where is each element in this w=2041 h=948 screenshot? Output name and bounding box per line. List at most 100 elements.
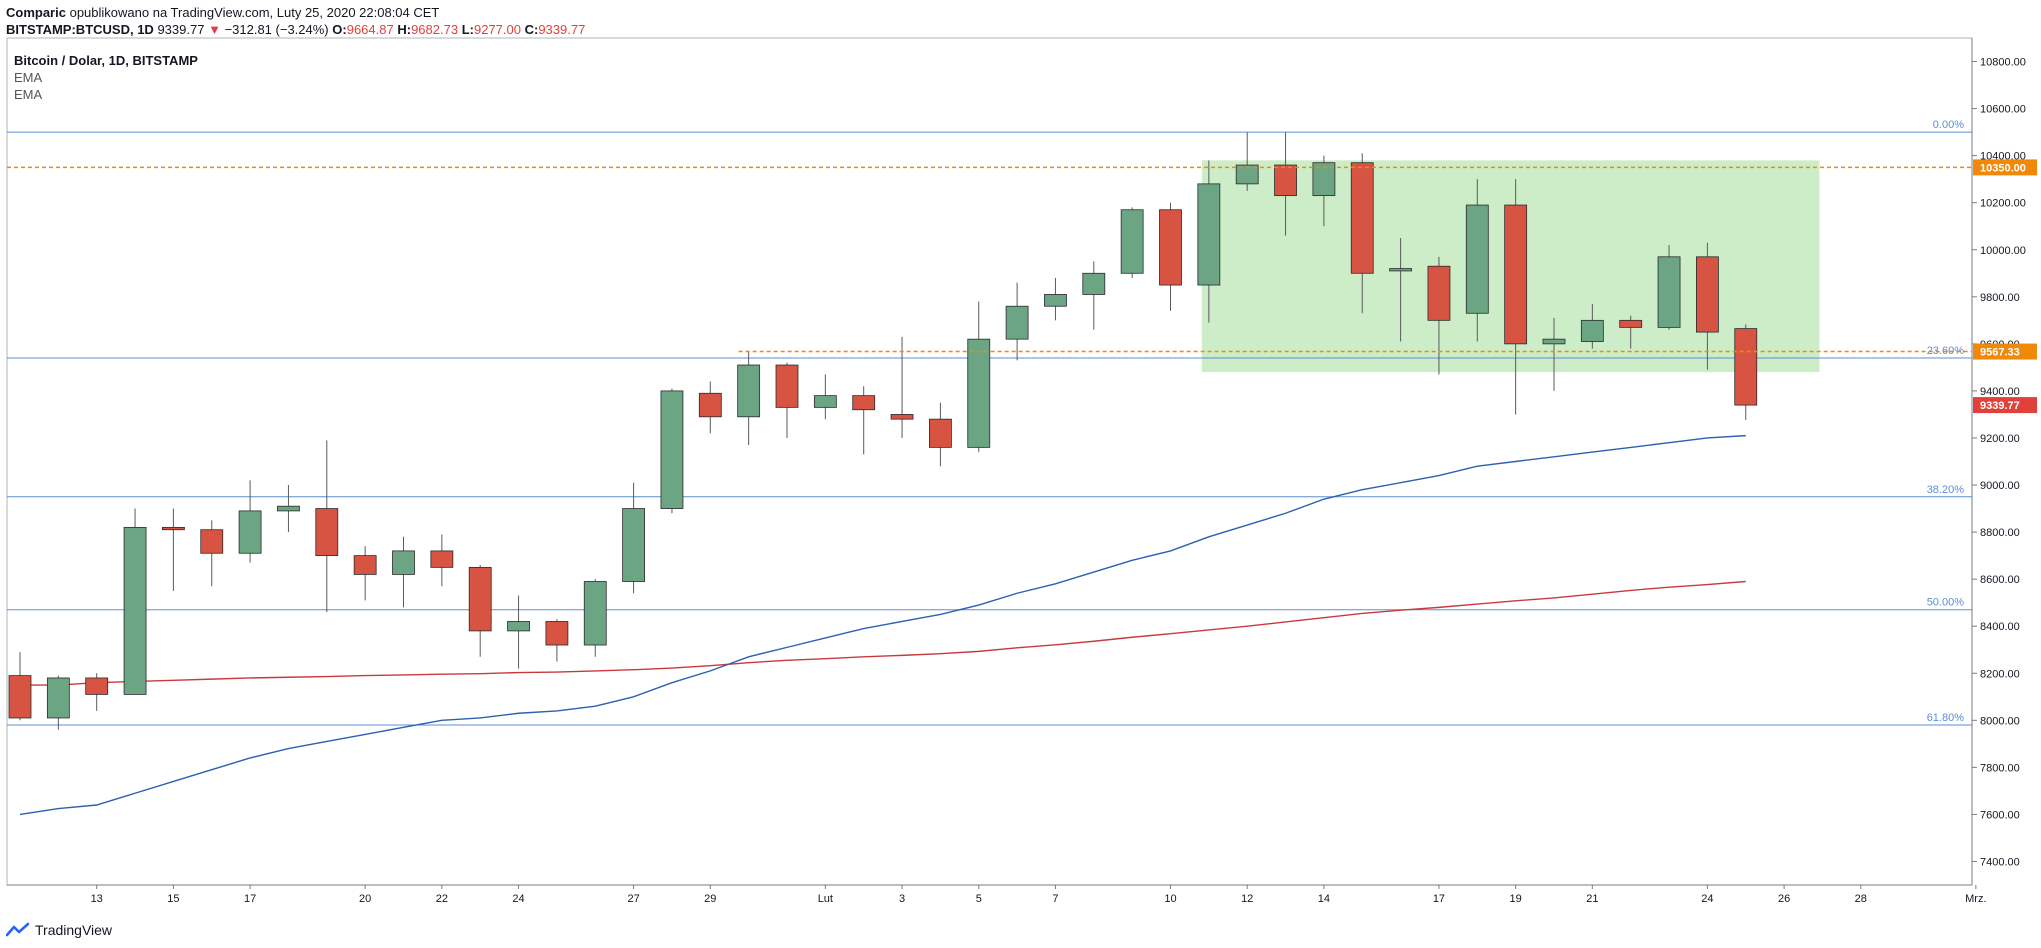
x-tick-label: Mrz. bbox=[1965, 893, 1986, 905]
author-name[interactable]: Comparic bbox=[6, 5, 66, 20]
x-tick-label: 17 bbox=[244, 893, 256, 905]
brand-name[interactable]: TradingView bbox=[35, 922, 113, 938]
fib-level-label: 0.00% bbox=[1933, 119, 1964, 131]
price-change: −312.81 (−3.24%) bbox=[224, 22, 329, 37]
level-price-tag bbox=[1973, 343, 2037, 360]
candle-body bbox=[392, 550, 415, 575]
x-tick-label: 29 bbox=[704, 893, 716, 905]
y-tick-label: 10200.00 bbox=[1980, 198, 2026, 210]
y-tick-label: 8000.00 bbox=[1980, 715, 2020, 727]
candle-body bbox=[1504, 204, 1528, 345]
candle bbox=[1696, 242, 1719, 370]
x-tick-label: 3 bbox=[899, 893, 905, 905]
x-tick-label: 15 bbox=[167, 893, 179, 905]
candle-body bbox=[277, 505, 300, 512]
candle bbox=[813, 374, 837, 420]
candle bbox=[277, 485, 300, 533]
candle bbox=[890, 336, 914, 438]
candle-body bbox=[1120, 209, 1144, 274]
candle bbox=[1542, 317, 1566, 391]
x-tick-label: 14 bbox=[1318, 893, 1330, 905]
last-price-tag bbox=[1973, 397, 2037, 414]
candle-body bbox=[1427, 265, 1451, 321]
candle-body bbox=[929, 418, 952, 448]
candle bbox=[1044, 277, 1067, 321]
down-arrow-icon: ▼ bbox=[208, 22, 221, 37]
candle-body bbox=[967, 338, 991, 448]
chart-legend: Bitcoin / Dolar, 1D, BITSTAMP EMA EMA bbox=[14, 52, 198, 103]
x-tick-label: 19 bbox=[1510, 893, 1522, 905]
candle-body bbox=[353, 555, 377, 575]
last-price: 9339.77 bbox=[157, 22, 205, 37]
candle bbox=[507, 595, 530, 669]
candle-body bbox=[737, 364, 761, 418]
candle-body bbox=[698, 392, 722, 418]
y-tick-label: 9200.00 bbox=[1980, 433, 2020, 445]
candle bbox=[737, 350, 761, 446]
x-tick-label: 20 bbox=[359, 893, 371, 905]
fib-level-label: 38.20% bbox=[1927, 484, 1965, 496]
symbol-label[interactable]: BITSTAMP:BTCUSD, 1D bbox=[6, 22, 154, 37]
candle-body bbox=[1044, 294, 1067, 307]
ohlc-line: BITSTAMP:BTCUSD, 1D 9339.77 ▼ −312.81 (−… bbox=[6, 21, 1506, 38]
candle-body bbox=[852, 395, 876, 411]
y-tick-label: 9800.00 bbox=[1980, 292, 2020, 304]
candle bbox=[583, 579, 607, 657]
legend-ema-1[interactable]: EMA bbox=[14, 70, 43, 85]
candle bbox=[1619, 315, 1643, 349]
candle-body bbox=[1657, 256, 1681, 328]
x-tick-label: 24 bbox=[512, 893, 524, 905]
x-tick-label: 12 bbox=[1241, 893, 1253, 905]
candle-body bbox=[775, 364, 799, 408]
candle bbox=[852, 386, 876, 455]
candle bbox=[622, 482, 645, 594]
high-label: H: bbox=[397, 22, 412, 37]
x-tick-label: 13 bbox=[91, 893, 103, 905]
y-tick-label: 10600.00 bbox=[1980, 104, 2026, 116]
candle-body bbox=[583, 581, 607, 646]
candle bbox=[1427, 256, 1451, 375]
candle-body bbox=[1312, 162, 1336, 197]
candle bbox=[392, 536, 415, 608]
x-tick-label: Lut bbox=[818, 893, 833, 905]
last-price-label: 9339.77 bbox=[1980, 400, 2020, 412]
candle-body bbox=[622, 508, 645, 582]
ema-fast-line bbox=[19, 434, 1746, 816]
x-tick-label: 22 bbox=[436, 893, 448, 905]
candle-body bbox=[468, 566, 492, 632]
y-tick-label: 8800.00 bbox=[1980, 527, 2020, 539]
candle-body bbox=[1005, 305, 1029, 340]
candle bbox=[1657, 245, 1681, 330]
low-label: L: bbox=[461, 22, 474, 37]
legend-ema-2[interactable]: EMA bbox=[14, 87, 43, 102]
candle-body bbox=[1197, 183, 1221, 286]
y-tick-label: 8400.00 bbox=[1980, 621, 2020, 633]
candle bbox=[545, 619, 569, 662]
ema-slow-line bbox=[20, 580, 1746, 686]
y-tick-label: 7600.00 bbox=[1980, 809, 2020, 821]
fib-level-label: 50.00% bbox=[1927, 597, 1965, 609]
x-tick-label: 7 bbox=[1052, 893, 1058, 905]
candle bbox=[1082, 261, 1106, 330]
candle-body bbox=[1734, 328, 1758, 406]
candle-body bbox=[1542, 338, 1566, 345]
candle bbox=[1580, 303, 1604, 349]
candle-body bbox=[545, 621, 569, 646]
x-tick-label: 21 bbox=[1586, 893, 1598, 905]
y-tick-label: 10000.00 bbox=[1980, 245, 2026, 257]
tradingview-logo-icon bbox=[6, 922, 30, 937]
candle bbox=[315, 440, 339, 613]
candle-body bbox=[238, 510, 262, 554]
candle-body bbox=[200, 529, 224, 554]
level-price-label: 10350.00 bbox=[1980, 162, 2026, 174]
candle-body bbox=[1082, 272, 1106, 295]
level-price-tag bbox=[1973, 159, 2037, 176]
candle bbox=[1197, 160, 1221, 323]
candle-body bbox=[890, 414, 914, 420]
candle-body bbox=[1619, 319, 1643, 328]
chart-header: Comparic opublikowano na TradingView.com… bbox=[6, 4, 1506, 38]
candle bbox=[238, 480, 262, 563]
candle bbox=[1159, 202, 1182, 311]
candle bbox=[200, 520, 224, 587]
